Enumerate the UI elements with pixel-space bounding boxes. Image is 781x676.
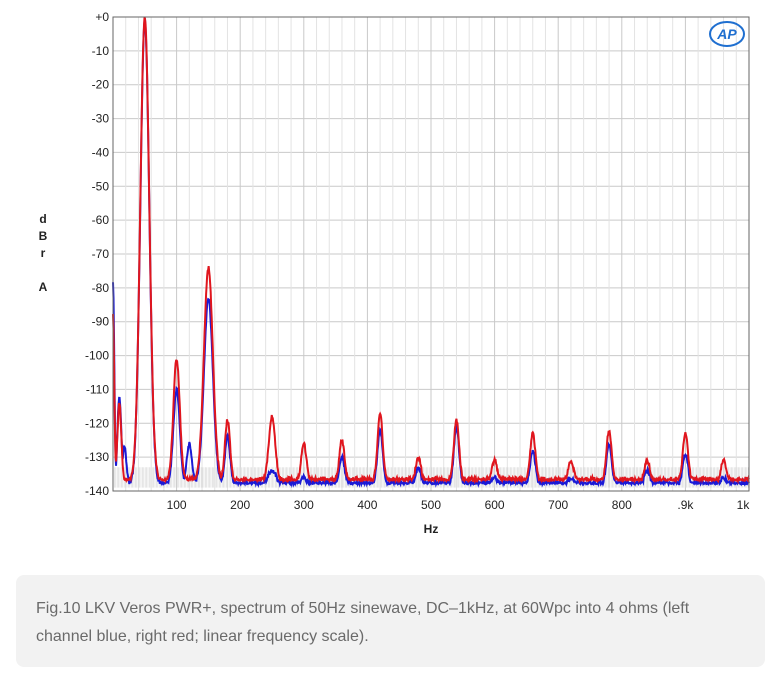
x-tick-label: 1k xyxy=(737,498,751,512)
x-tick-label: 200 xyxy=(230,498,250,512)
y-tick-labels: +0 -10 -20 -30 -40 -50 -60 -70 -80 -90 -100 -110 -12… xyxy=(85,10,109,498)
series-layer xyxy=(112,16,750,489)
ap-logo: AP xyxy=(709,21,745,47)
y-tick-label: -20 xyxy=(92,78,110,92)
spectrum-chart: +0 -10 -20 -30 -40 -50 -60 -70 -80 -90 -100 -110 -12… xyxy=(39,10,751,536)
y-tick-label: -130 xyxy=(85,450,109,464)
y-axis-label-char: r xyxy=(41,246,46,260)
y-tick-label: -30 xyxy=(92,112,110,126)
y-tick-label: -40 xyxy=(92,145,110,159)
y-tick-label: -10 xyxy=(92,44,110,58)
y-tick-label: -70 xyxy=(92,247,110,261)
x-tick-label: 500 xyxy=(421,498,441,512)
series-line-right-channel xyxy=(112,16,750,485)
x-tick-label: 100 xyxy=(167,498,187,512)
x-tick-label: .9k xyxy=(677,498,694,512)
y-axis-label-char: A xyxy=(39,280,48,294)
y-axis-label-char: B xyxy=(39,229,48,243)
y-tick-label: +0 xyxy=(95,10,109,24)
y-tick-label: -120 xyxy=(85,416,109,430)
y-axis-label-char: d xyxy=(39,212,46,226)
plot-frame xyxy=(112,16,750,492)
y-tick-label: -50 xyxy=(92,179,110,193)
y-tick-label: -90 xyxy=(92,315,110,329)
y-tick-label: -140 xyxy=(85,484,109,498)
x-axis-label: Hz xyxy=(424,522,439,536)
x-tick-label: 400 xyxy=(357,498,377,512)
x-tick-labels: 100 200 300 400 500 600 700 800 .9k 1k xyxy=(167,498,751,512)
figure-caption: Fig.10 LKV Veros PWR+, spectrum of 50Hz … xyxy=(36,600,690,645)
y-tick-label: -60 xyxy=(92,213,110,227)
x-tick-label: 700 xyxy=(548,498,568,512)
x-tick-label: 600 xyxy=(485,498,505,512)
ap-logo-text: AP xyxy=(716,26,737,42)
x-tick-label: 300 xyxy=(294,498,314,512)
y-tick-label: -100 xyxy=(85,349,109,363)
x-tick-label: 800 xyxy=(612,498,632,512)
figure-caption-box: Fig.10 LKV Veros PWR+, spectrum of 50Hz … xyxy=(16,575,765,667)
y-tick-label: -80 xyxy=(92,281,110,295)
y-tick-label: -110 xyxy=(86,382,109,396)
y-axis-label: dBr A xyxy=(39,212,48,294)
